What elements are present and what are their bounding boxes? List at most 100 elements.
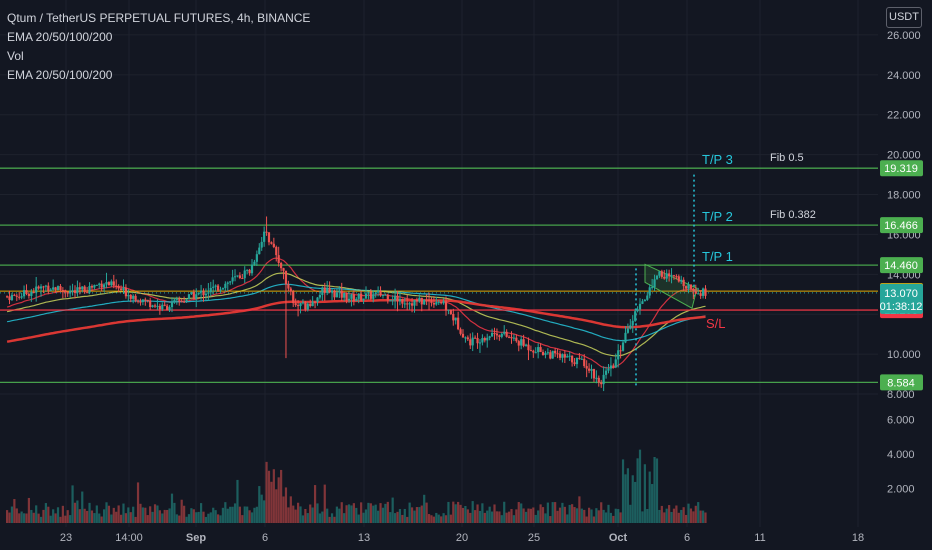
volume-bar bbox=[275, 489, 278, 523]
volume-bar bbox=[517, 502, 520, 523]
candle bbox=[694, 291, 697, 294]
candle bbox=[447, 309, 450, 311]
volume-bar bbox=[617, 509, 620, 523]
candle bbox=[490, 332, 494, 337]
volume-bar bbox=[18, 513, 21, 523]
volume-bar bbox=[374, 504, 377, 523]
volume-bar bbox=[127, 507, 130, 523]
volume-bar bbox=[648, 471, 651, 523]
currency-button[interactable]: USDT bbox=[886, 7, 922, 28]
volume-bar bbox=[221, 507, 225, 523]
volume-bar bbox=[587, 507, 591, 523]
volume-bar bbox=[15, 508, 18, 523]
candle bbox=[316, 297, 319, 303]
candle bbox=[170, 301, 174, 308]
volume-bar bbox=[655, 458, 659, 523]
price-tick-label: 24.000 bbox=[887, 70, 921, 82]
candle bbox=[374, 292, 377, 295]
candle bbox=[258, 247, 261, 255]
candle bbox=[602, 374, 605, 385]
candle bbox=[546, 352, 549, 354]
volume-bar bbox=[692, 511, 695, 523]
candle bbox=[406, 303, 409, 305]
volume-bar bbox=[619, 512, 622, 523]
volume-bar bbox=[304, 508, 307, 523]
volume-bar bbox=[272, 469, 275, 523]
volume-bar bbox=[457, 501, 460, 523]
candle bbox=[665, 273, 668, 279]
candle bbox=[321, 287, 324, 295]
volume-bar bbox=[493, 504, 496, 523]
volume-bar bbox=[335, 506, 338, 523]
volume-bar bbox=[98, 513, 101, 523]
volume-bar bbox=[583, 509, 586, 523]
candle bbox=[229, 281, 232, 283]
candle bbox=[204, 293, 208, 296]
volume-bar bbox=[231, 506, 234, 523]
level-price-tag bbox=[880, 257, 923, 274]
volume-bar bbox=[675, 505, 678, 523]
candle bbox=[566, 356, 569, 358]
volume-bar bbox=[112, 507, 115, 523]
volume-bar bbox=[340, 502, 343, 523]
candle bbox=[449, 309, 452, 315]
volume-bar bbox=[689, 508, 693, 523]
indicator-ema-1[interactable]: EMA 20/50/100/200 bbox=[7, 30, 113, 44]
candle bbox=[357, 293, 360, 299]
candle bbox=[330, 290, 334, 293]
candle bbox=[122, 287, 125, 290]
candle bbox=[687, 284, 690, 289]
volume-bar bbox=[364, 509, 368, 523]
volume-tick-label: 6.000 bbox=[887, 415, 915, 427]
time-tick-label: 18 bbox=[852, 532, 864, 544]
candle bbox=[549, 352, 552, 359]
candle bbox=[621, 342, 625, 351]
volume-bar bbox=[233, 503, 237, 523]
volume-bar bbox=[687, 503, 690, 523]
volume-bar bbox=[534, 514, 537, 523]
volume-bar bbox=[277, 477, 280, 523]
volume-bar bbox=[343, 513, 346, 523]
volume-bar bbox=[294, 509, 297, 523]
candle bbox=[410, 303, 414, 306]
candle bbox=[134, 295, 137, 301]
indicator-volume[interactable]: Vol bbox=[7, 49, 24, 63]
volume-bar bbox=[563, 506, 566, 523]
volume-bar bbox=[282, 496, 285, 523]
candle bbox=[469, 339, 472, 346]
volume-bar bbox=[418, 507, 421, 523]
candle bbox=[663, 276, 666, 279]
candle bbox=[56, 286, 60, 291]
candle bbox=[668, 273, 671, 277]
candle bbox=[8, 296, 11, 301]
candle bbox=[183, 301, 186, 303]
volume-bar bbox=[136, 482, 140, 523]
candle bbox=[73, 290, 77, 293]
volume-bar bbox=[651, 484, 654, 523]
volume-bar bbox=[701, 510, 705, 523]
volume-bar bbox=[253, 507, 256, 523]
volume-bar bbox=[653, 456, 656, 523]
candle bbox=[100, 283, 103, 288]
volume-bar bbox=[539, 504, 542, 523]
candle bbox=[587, 368, 591, 371]
indicator-ema-2[interactable]: EMA 20/50/100/200 bbox=[7, 68, 113, 82]
volume-bar bbox=[425, 502, 428, 523]
candle bbox=[338, 290, 341, 293]
candle bbox=[132, 295, 135, 299]
last-price-label: 13.070 bbox=[884, 288, 918, 300]
candle bbox=[440, 301, 443, 304]
volume-bar bbox=[478, 510, 482, 523]
volume-bar bbox=[197, 511, 200, 523]
candle bbox=[629, 325, 632, 329]
horizontal-levels[interactable]: T/P 3 Fib 0.5 T/P 2 Fib 0.382 T/P 1 S/L bbox=[0, 152, 878, 384]
volume-bar bbox=[515, 509, 518, 523]
volume-bar bbox=[488, 506, 491, 523]
symbol-title[interactable]: Qtum / TetherUS PERPETUAL FUTURES, 4h, B… bbox=[7, 11, 311, 25]
level-price-label: 14.460 bbox=[884, 260, 918, 272]
candle bbox=[192, 291, 195, 300]
volume-bar bbox=[78, 509, 81, 523]
candle bbox=[153, 305, 157, 307]
volume-bar bbox=[396, 511, 399, 523]
